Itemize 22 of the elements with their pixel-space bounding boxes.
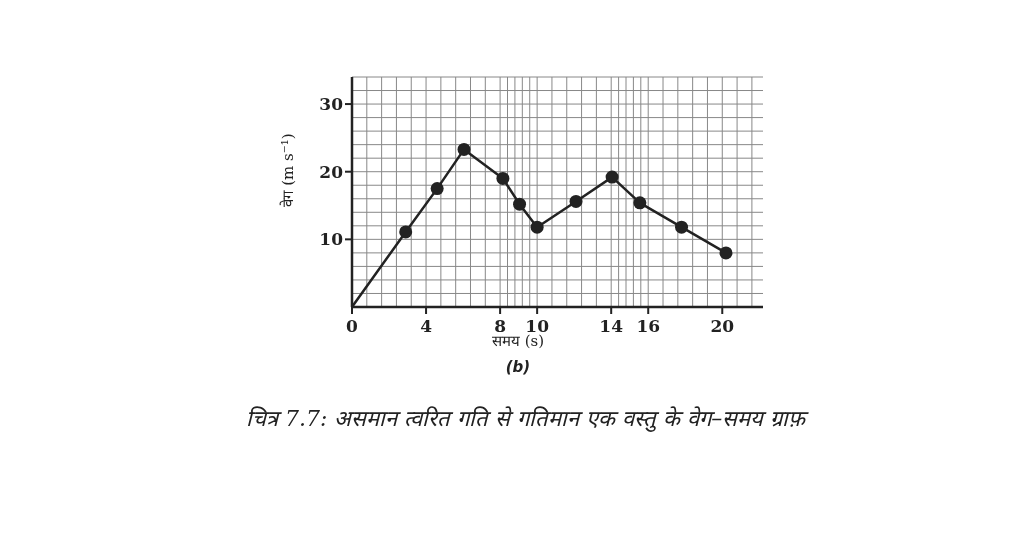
x-tick-label: 16 [636, 316, 661, 336]
point [605, 170, 619, 184]
point [457, 142, 471, 156]
x-tick-label: 14 [599, 316, 624, 336]
x-tick-label: 0 [346, 316, 359, 336]
y-tick-label: 20 [319, 161, 344, 182]
point [430, 182, 444, 196]
y-axis-title: वेग (m s⁻¹) [278, 132, 298, 209]
y-tick-label: 30 [319, 94, 344, 115]
point [513, 197, 527, 211]
point [675, 220, 689, 234]
y-tick-label: 10 [319, 229, 344, 250]
point [633, 196, 647, 210]
point [530, 220, 544, 234]
point [719, 246, 733, 260]
x-tick-label: 20 [710, 316, 735, 336]
x-tick-label: 4 [420, 316, 433, 336]
point [399, 225, 413, 239]
text: (b) [504, 358, 532, 376]
point [569, 194, 583, 208]
text: चित्र 7.7: असमान त्वरित गति से गतिमान एक वस्तु के वेग–समय ग्राफ़ [246, 405, 810, 434]
point [496, 171, 510, 185]
